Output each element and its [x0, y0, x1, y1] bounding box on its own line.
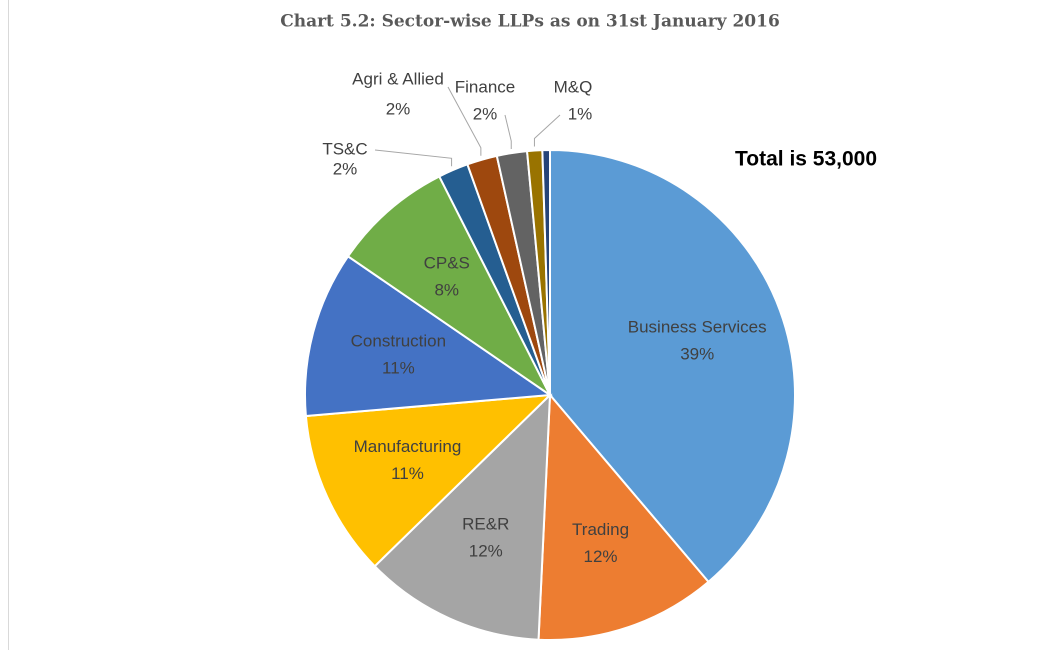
slice-label: RE&R — [462, 515, 509, 534]
pie-slice — [346, 175, 551, 396]
value-label: 39% — [680, 344, 714, 363]
leader-line — [533, 114, 561, 147]
annotation: Total is 53,000 — [735, 148, 877, 171]
value-label: 11% — [382, 358, 415, 377]
value-label: 12% — [584, 547, 618, 566]
slice-label: Manufacturing — [354, 437, 462, 456]
pie-slice — [373, 392, 552, 641]
value-label: 11% — [391, 464, 424, 483]
value-label: 2% — [333, 159, 358, 178]
leader-line — [374, 149, 453, 167]
chart-title: Chart 5.2: Sector-wise LLPs as on 31st J… — [280, 12, 780, 32]
slice-label: TS&C — [322, 139, 367, 158]
pie-slice — [537, 392, 710, 641]
slice-label: Business Services — [628, 317, 767, 336]
slice-label: M&Q — [554, 77, 593, 96]
pie-slice — [549, 148, 796, 584]
slice-label: CP&S — [424, 253, 470, 272]
leader-line — [447, 86, 482, 156]
pie-slice — [541, 148, 551, 396]
value-label: 12% — [469, 542, 503, 561]
slice-label: Agri & Allied — [352, 69, 444, 88]
value-label: 2% — [386, 99, 411, 118]
value-label: 8% — [434, 280, 459, 299]
slice-label: Trading — [572, 520, 629, 539]
slice-label: Construction — [351, 331, 446, 350]
slice-label: Finance — [455, 77, 515, 96]
pie-slice — [304, 254, 553, 418]
value-label: 1% — [568, 104, 593, 123]
leader-line — [504, 114, 512, 150]
pie-slice — [304, 393, 553, 568]
value-label: 2% — [473, 104, 498, 123]
